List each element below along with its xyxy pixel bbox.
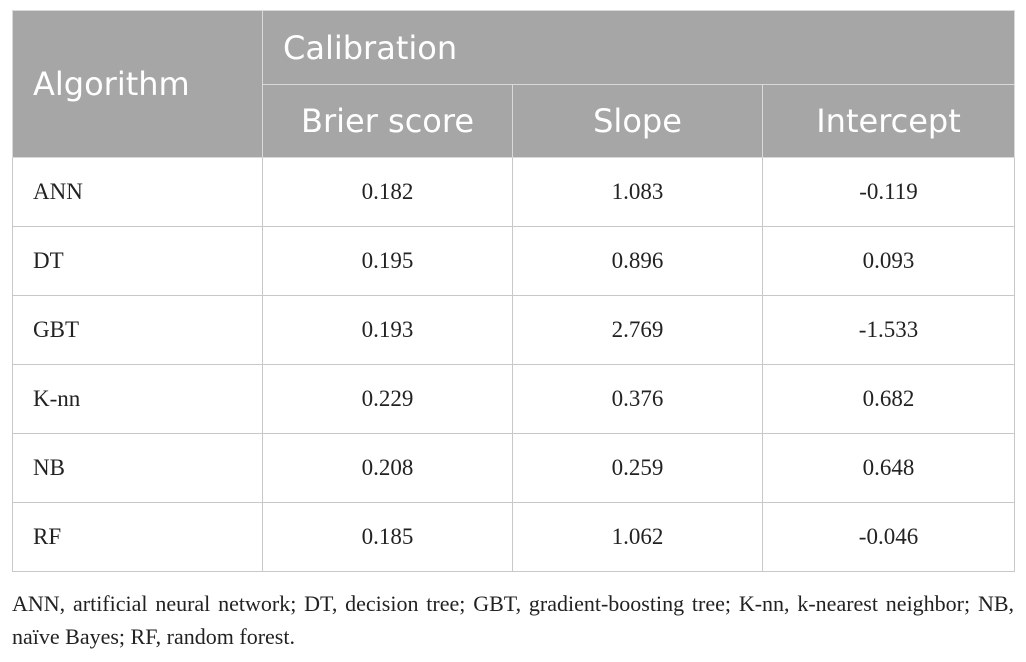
cell-brier-score: 0.195 bbox=[262, 226, 513, 296]
cell-brier-score: 0.185 bbox=[262, 502, 513, 572]
header-slope: Slope bbox=[512, 84, 763, 158]
cell-algorithm: NB bbox=[12, 433, 263, 503]
table-header: Algorithm Calibration Brier score Slope … bbox=[12, 10, 1016, 158]
cell-intercept: -0.046 bbox=[761, 502, 1016, 572]
table-footnote: ANN, artificial neural network; DT, deci… bbox=[12, 591, 1014, 649]
cell-slope: 1.062 bbox=[512, 502, 763, 572]
table-row: RF 0.185 1.062 -0.046 bbox=[12, 502, 1016, 572]
header-calibration-group: Calibration bbox=[261, 10, 1016, 85]
calibration-table-container: Algorithm Calibration Brier score Slope … bbox=[12, 10, 1016, 572]
cell-algorithm: K-nn bbox=[12, 364, 263, 434]
cell-intercept: -0.119 bbox=[761, 157, 1016, 227]
cell-intercept: 0.648 bbox=[761, 433, 1016, 503]
table-row: NB 0.208 0.259 0.648 bbox=[12, 433, 1016, 503]
cell-brier-score: 0.208 bbox=[262, 433, 513, 503]
cell-algorithm: ANN bbox=[12, 157, 263, 227]
cell-algorithm: DT bbox=[12, 226, 263, 296]
cell-brier-score: 0.229 bbox=[262, 364, 513, 434]
cell-slope: 2.769 bbox=[512, 295, 763, 365]
header-brier-score: Brier score bbox=[262, 84, 513, 158]
cell-slope: 0.259 bbox=[512, 433, 763, 503]
cell-slope: 0.896 bbox=[512, 226, 763, 296]
table-row: K-nn 0.229 0.376 0.682 bbox=[12, 364, 1016, 434]
cell-slope: 1.083 bbox=[512, 157, 763, 227]
cell-algorithm: RF bbox=[12, 502, 263, 572]
cell-brier-score: 0.193 bbox=[262, 295, 513, 365]
cell-intercept: -1.533 bbox=[761, 295, 1016, 365]
table-row: DT 0.195 0.896 0.093 bbox=[12, 226, 1016, 296]
cell-intercept: 0.093 bbox=[761, 226, 1016, 296]
header-algorithm: Algorithm bbox=[12, 10, 263, 158]
table-row: GBT 0.193 2.769 -1.533 bbox=[12, 295, 1016, 365]
cell-brier-score: 0.182 bbox=[262, 157, 513, 227]
cell-algorithm: GBT bbox=[12, 295, 263, 365]
table-body: ANN 0.182 1.083 -0.119 DT 0.195 0.896 0.… bbox=[12, 157, 1016, 572]
cell-intercept: 0.682 bbox=[761, 364, 1016, 434]
table-row: ANN 0.182 1.083 -0.119 bbox=[12, 157, 1016, 227]
calibration-table: Algorithm Calibration Brier score Slope … bbox=[12, 10, 1016, 572]
header-intercept: Intercept bbox=[761, 84, 1016, 158]
cell-slope: 0.376 bbox=[512, 364, 763, 434]
